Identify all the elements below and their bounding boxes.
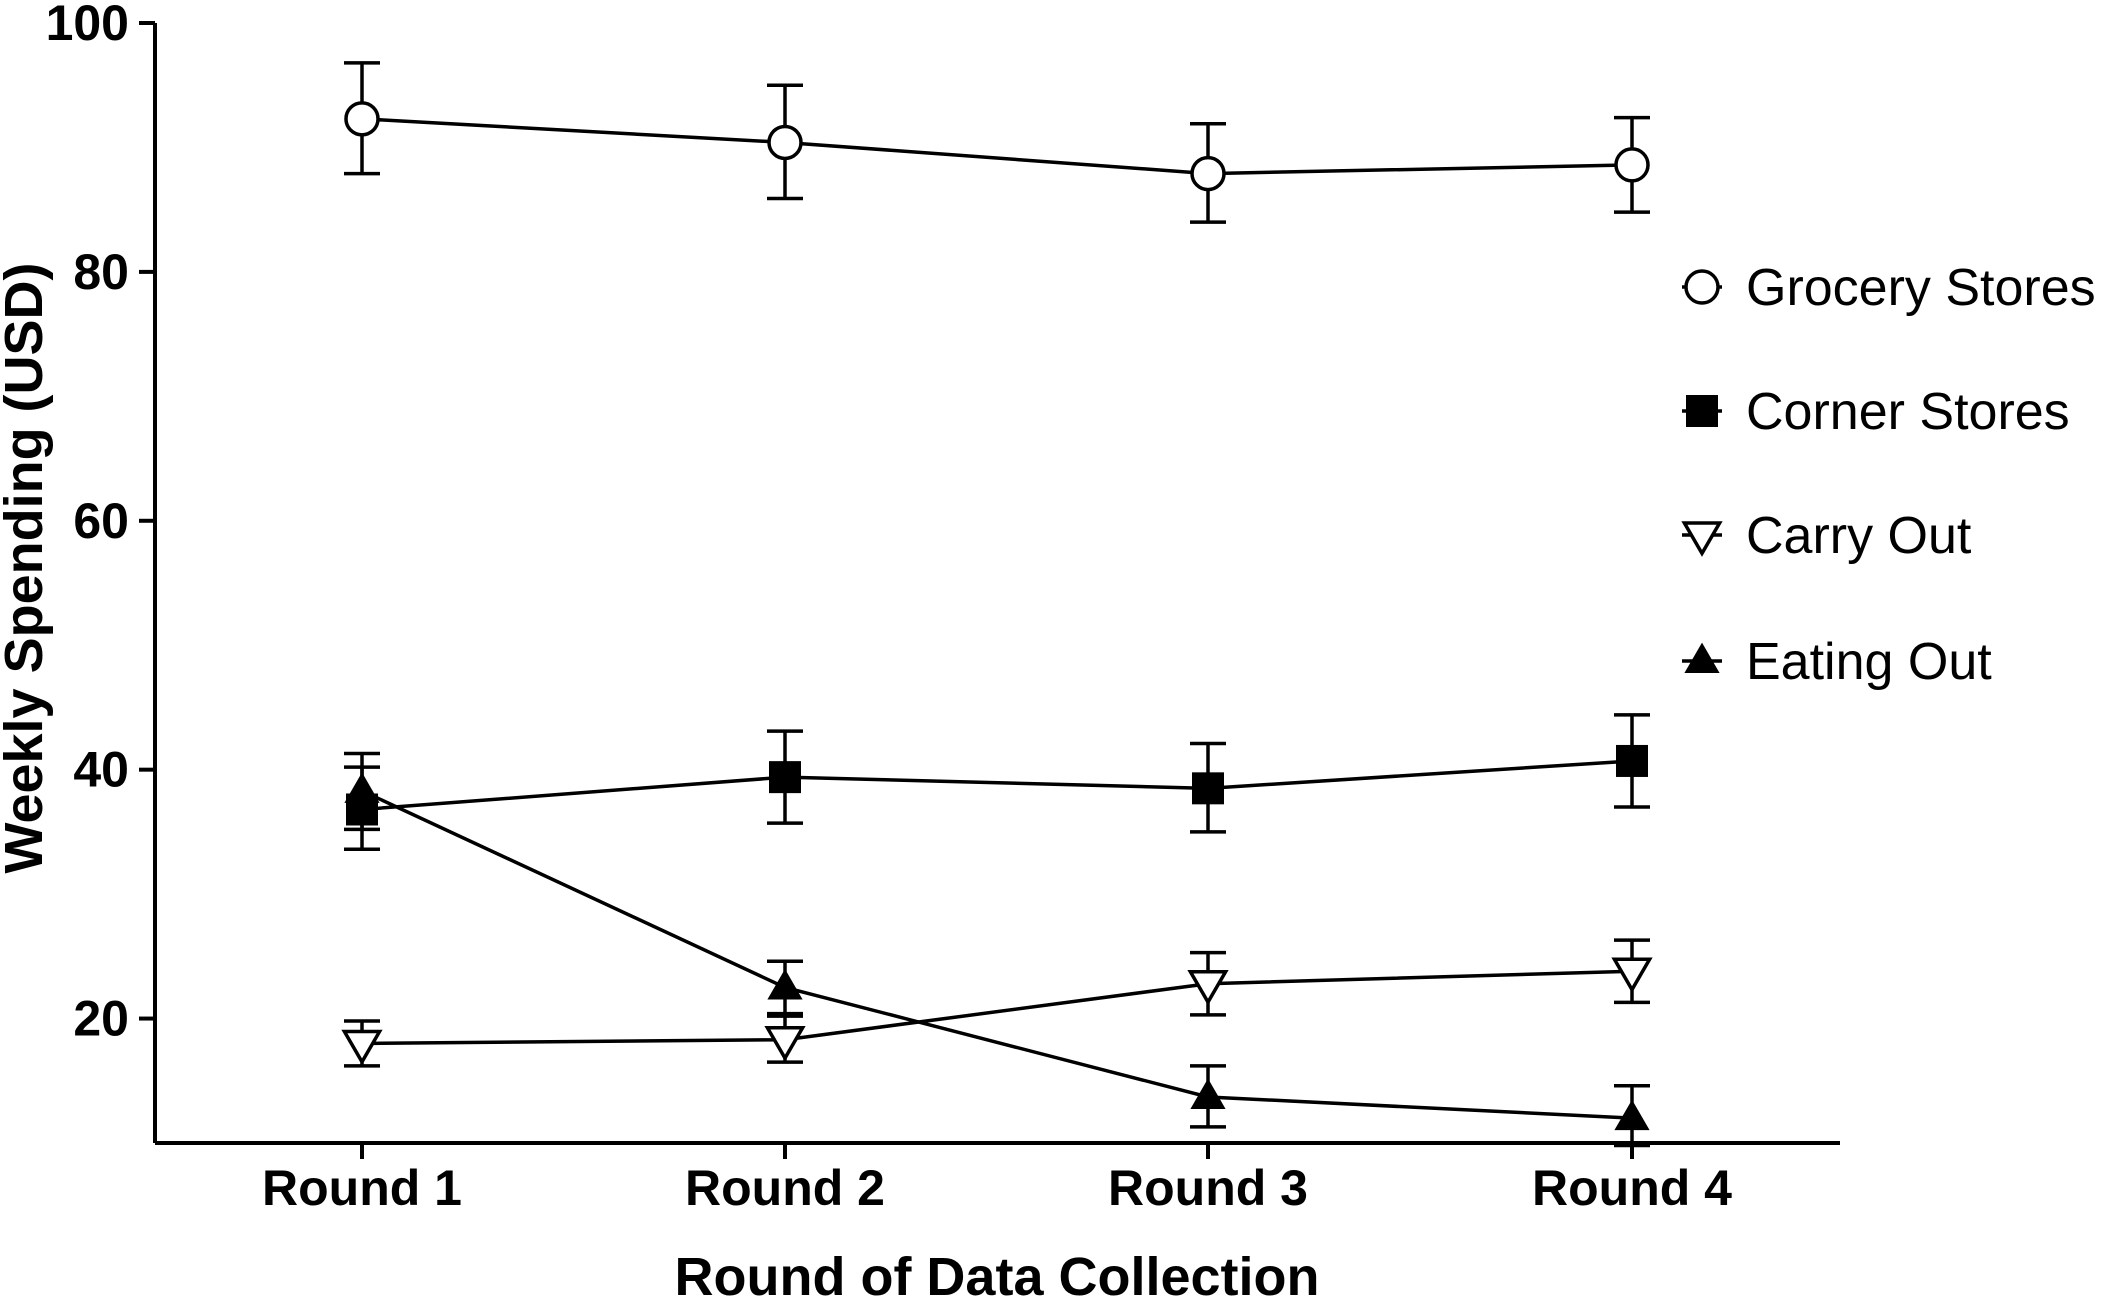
x-tick-label-3: Round 3 xyxy=(1108,1160,1308,1216)
data-point xyxy=(1190,155,1226,192)
x-tick-label-2: Round 2 xyxy=(685,1160,885,1216)
data-point xyxy=(767,969,803,1000)
legend-marker xyxy=(1686,395,1718,427)
data-point xyxy=(1614,147,1650,183)
data-point xyxy=(344,772,380,803)
y-ticks: 20 40 60 80 100 xyxy=(46,0,155,1047)
y-tick-label-80: 80 xyxy=(73,244,129,300)
series-line-eating-out xyxy=(361,789,1633,1120)
series-grocery-stores xyxy=(344,61,1650,224)
x-tick-label-4: Round 4 xyxy=(1532,1160,1732,1216)
series-eating-out xyxy=(344,751,1650,1148)
data-point xyxy=(1616,744,1648,777)
series-line-carry-out xyxy=(361,969,1633,1046)
series-corner-stores xyxy=(344,713,1650,852)
legend-marker xyxy=(1684,269,1720,305)
y-axis-title: Weekly Spending (USD) xyxy=(0,262,54,873)
data-point xyxy=(1190,1078,1226,1109)
y-tick-label-20: 20 xyxy=(73,991,129,1047)
data-point xyxy=(344,101,380,137)
series-line-grocery-stores xyxy=(361,117,1633,176)
data-point xyxy=(767,124,803,161)
legend-item-corner-stores: Corner Stores xyxy=(1682,383,2070,441)
legend-label: Corner Stores xyxy=(1746,383,2070,441)
legend-item-carry-out: Carry Out xyxy=(1681,507,1972,565)
data-point xyxy=(1614,1099,1650,1131)
series-carry-out xyxy=(341,938,1653,1068)
legend-item-grocery-stores: Grocery Stores xyxy=(1682,259,2096,317)
y-tick-label-40: 40 xyxy=(73,742,129,798)
legend-label: Grocery Stores xyxy=(1746,259,2096,317)
legend-label: Carry Out xyxy=(1746,507,1972,565)
legend-label: Eating Out xyxy=(1746,633,1992,691)
data-point xyxy=(769,761,801,794)
legend-marker xyxy=(1681,521,1723,557)
series-layer xyxy=(341,61,1653,1148)
x-ticks: Round 1 Round 2 Round 3 Round 4 xyxy=(262,1143,1732,1216)
data-point xyxy=(1187,969,1229,1006)
series-line-corner-stores xyxy=(361,759,1633,812)
legend: Grocery Stores Corner Stores Carry Out Eati… xyxy=(1681,259,2096,691)
data-point xyxy=(341,1029,383,1066)
x-tick-label-1: Round 1 xyxy=(262,1160,462,1216)
legend-item-eating-out: Eating Out xyxy=(1682,633,1992,691)
legend-marker xyxy=(1684,642,1720,673)
data-point xyxy=(764,1025,806,1062)
y-tick-label-100: 100 xyxy=(46,0,129,51)
data-point xyxy=(1192,772,1224,805)
data-point xyxy=(1611,957,1653,994)
x-axis-title: Round of Data Collection xyxy=(675,1247,1320,1299)
y-tick-label-60: 60 xyxy=(73,493,129,549)
